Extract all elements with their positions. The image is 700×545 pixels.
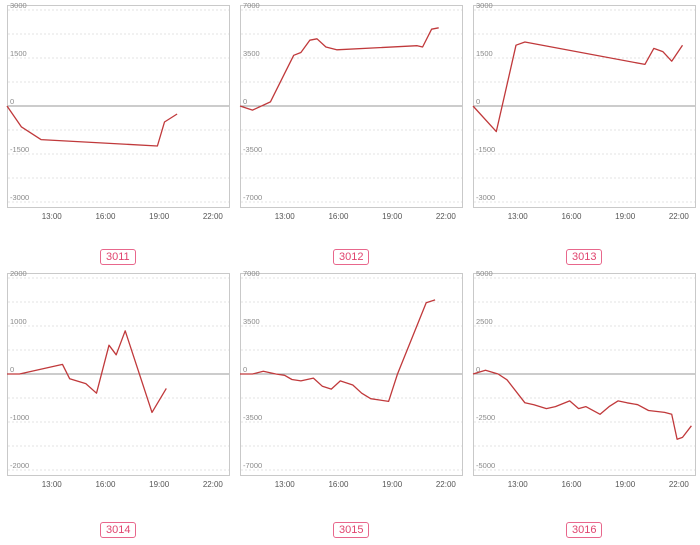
y-tick-label: 0 — [476, 97, 480, 106]
x-tick-label: 19:00 — [149, 212, 170, 221]
y-tick-label: 3500 — [243, 49, 260, 58]
y-tick-label: 1500 — [476, 49, 493, 58]
y-tick-label: 7000 — [243, 1, 260, 10]
y-tick-label: 1000 — [10, 317, 27, 326]
x-tick-label: 22:00 — [436, 480, 457, 489]
chart-label-badge[interactable]: 3015 — [333, 522, 370, 538]
chart-label-badge[interactable]: 3011 — [100, 249, 136, 265]
series-line-3015 — [240, 299, 436, 403]
series-line-3011 — [6, 105, 178, 147]
x-tick-label: 22:00 — [203, 212, 224, 221]
x-tick-label: 13:00 — [42, 212, 63, 221]
chart-label-badge[interactable]: 3014 — [100, 522, 137, 538]
x-tick-label: 22:00 — [669, 212, 690, 221]
line-chart-3016: 5000 2500 0 -2500 -5000 13:00 16:00 19:00 22:00 — [472, 269, 696, 489]
series-line-3014 — [7, 330, 167, 414]
y-tick-label: 2500 — [476, 317, 493, 326]
y-tick-label: 5000 — [476, 269, 493, 278]
y-tick-label: 0 — [243, 97, 247, 106]
x-tick-label: 16:00 — [95, 212, 116, 221]
x-tick-label: 19:00 — [382, 480, 403, 489]
line-chart-3011: 3000 1500 0 -1500 -3000 13:00 16:00 19:00 22:00 — [6, 1, 230, 221]
y-tick-label: -1500 — [476, 145, 495, 154]
x-tick-label: 13:00 — [275, 212, 296, 221]
chart-label-badge[interactable]: 3013 — [566, 249, 603, 265]
y-tick-label: 0 — [476, 365, 480, 374]
line-chart-3015: 7000 3500 0 -3500 -7000 13:00 16:00 19:00 22:00 — [240, 269, 463, 489]
y-tick-label: -3500 — [243, 413, 262, 422]
x-tick-label: 19:00 — [615, 212, 636, 221]
y-tick-label: 3500 — [243, 317, 260, 326]
y-tick-label: 1500 — [10, 49, 27, 58]
chart-label-badge[interactable]: 3016 — [566, 522, 603, 538]
x-tick-label: 22:00 — [669, 480, 690, 489]
chart-label-badge[interactable]: 3012 — [333, 249, 370, 265]
x-tick-label: 22:00 — [436, 212, 457, 221]
y-tick-label: -1000 — [10, 413, 29, 422]
chart-panel-3015: 7000 3500 0 -3500 -7000 13:00 16:00 19:00 22:00 — [240, 269, 463, 497]
x-tick-label: 19:00 — [382, 212, 403, 221]
series-line-3013 — [472, 41, 684, 133]
x-tick-label: 13:00 — [275, 480, 296, 489]
y-tick-label: 0 — [10, 97, 14, 106]
y-tick-label: -7000 — [243, 193, 262, 202]
y-tick-label: -1500 — [10, 145, 29, 154]
y-tick-label: 2000 — [10, 269, 27, 278]
x-tick-label: 16:00 — [561, 480, 582, 489]
y-tick-label: 0 — [10, 365, 14, 374]
series-line-3016 — [472, 369, 692, 440]
y-tick-label: -7000 — [243, 461, 262, 470]
line-chart-3014: 2000 1000 0 -1000 -2000 13:00 16:00 19:00 22:00 — [7, 269, 230, 489]
y-tick-label: 7000 — [243, 269, 260, 278]
y-tick-label: -2500 — [476, 413, 495, 422]
x-tick-label: 16:00 — [328, 212, 349, 221]
x-tick-label: 19:00 — [149, 480, 170, 489]
chart-panel-3016: 5000 2500 0 -2500 -5000 13:00 16:00 19:00 22:00 — [472, 269, 696, 497]
y-tick-label: -5000 — [476, 461, 495, 470]
y-tick-label: -3000 — [10, 193, 29, 202]
line-chart-3013: 3000 1500 0 -1500 -3000 13:00 16:00 19:00 22:00 — [472, 1, 696, 221]
x-tick-label: 16:00 — [95, 480, 116, 489]
y-tick-label: -3000 — [476, 193, 495, 202]
y-tick-label: 0 — [243, 365, 247, 374]
y-tick-label: -2000 — [10, 461, 29, 470]
y-tick-label: 3000 — [10, 1, 27, 10]
x-tick-label: 13:00 — [42, 480, 63, 489]
x-tick-label: 22:00 — [203, 480, 224, 489]
line-chart-3012: 7000 3500 0 -3500 -7000 13:00 16:00 19:00 22:00 — [239, 1, 463, 221]
x-tick-label: 16:00 — [328, 480, 349, 489]
y-tick-label: -3500 — [243, 145, 262, 154]
x-tick-label: 16:00 — [561, 212, 582, 221]
x-tick-label: 19:00 — [615, 480, 636, 489]
chart-panel-3014: 2000 1000 0 -1000 -2000 13:00 16:00 19:00 22:00 — [7, 269, 230, 497]
chart-panel-3013: 3000 1500 0 -1500 -3000 13:00 16:00 19:00 22:00 — [472, 1, 696, 229]
x-tick-label: 13:00 — [508, 212, 529, 221]
series-line-3012 — [239, 27, 439, 111]
x-tick-label: 13:00 — [508, 480, 529, 489]
chart-panel-3012: 7000 3500 0 -3500 -7000 13:00 16:00 19:00 22:00 — [239, 1, 463, 229]
chart-panel-3011: 3000 1500 0 -1500 -3000 13:00 16:00 19:00 22:00 — [6, 1, 230, 229]
y-tick-label: 3000 — [476, 1, 493, 10]
